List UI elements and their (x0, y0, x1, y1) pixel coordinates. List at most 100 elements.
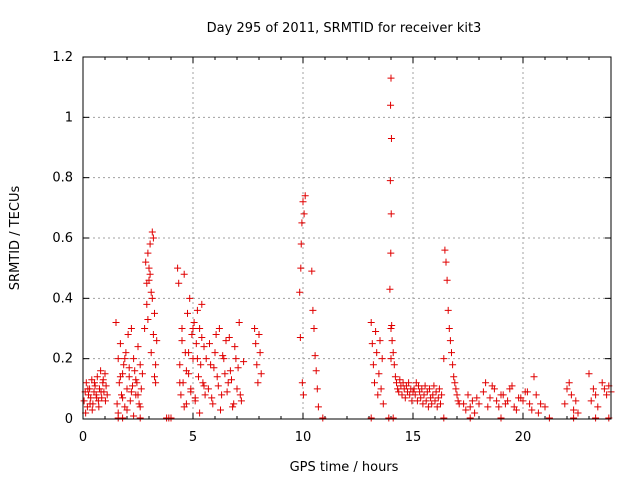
data-point (177, 391, 185, 399)
data-point (585, 370, 593, 378)
data-point (445, 325, 453, 332)
data-point (148, 294, 156, 302)
data-point (144, 249, 152, 257)
data-points (80, 74, 615, 422)
data-point (95, 403, 103, 411)
data-point (534, 409, 542, 417)
data-point (146, 240, 154, 248)
data-point (204, 385, 212, 393)
data-point (453, 391, 461, 399)
data-point (299, 391, 307, 399)
data-point (96, 385, 103, 393)
data-point (589, 385, 597, 393)
data-point (504, 397, 512, 405)
data-point (313, 385, 321, 393)
data-point (232, 355, 240, 363)
data-point (93, 373, 101, 381)
data-point (208, 394, 216, 402)
data-point (484, 403, 492, 411)
data-point (387, 134, 395, 142)
data-point (387, 101, 395, 109)
data-point (190, 318, 198, 326)
data-point (223, 388, 231, 396)
data-point (428, 400, 436, 408)
data-point (102, 382, 110, 390)
data-point (199, 379, 207, 387)
data-point (149, 331, 157, 339)
data-point (197, 361, 205, 369)
data-point (389, 414, 397, 422)
data-point (84, 385, 92, 393)
data-point (386, 285, 394, 293)
data-point (143, 300, 151, 308)
x-axis-label: GPS time / hours (290, 460, 399, 475)
data-point (420, 391, 428, 399)
data-point (182, 367, 190, 375)
data-point (134, 391, 142, 399)
data-point (594, 403, 602, 411)
data-point (462, 406, 470, 414)
data-point (206, 340, 213, 348)
data-point (149, 234, 157, 242)
data-point (200, 382, 208, 390)
data-point (174, 264, 182, 272)
data-point (378, 355, 386, 363)
x-tick-label: 15 (405, 430, 422, 445)
data-point (141, 325, 149, 332)
data-point (97, 367, 105, 375)
data-point (236, 391, 244, 399)
data-point (570, 414, 578, 422)
data-point (178, 325, 186, 332)
data-point (90, 379, 98, 387)
data-point (495, 403, 503, 411)
data-point (396, 376, 404, 384)
data-point (475, 400, 483, 408)
data-point (418, 385, 426, 393)
data-point (438, 391, 446, 399)
data-point (142, 258, 150, 266)
data-point (413, 397, 421, 405)
data-point (103, 391, 111, 399)
data-point (193, 306, 201, 314)
data-point (125, 373, 133, 381)
data-point (298, 219, 306, 227)
data-point (512, 406, 520, 414)
data-point (122, 349, 130, 357)
data-point (424, 403, 432, 411)
x-tick-label: 0 (79, 430, 87, 445)
data-point (526, 400, 534, 408)
data-point (152, 361, 160, 369)
data-point (565, 379, 573, 387)
data-point (368, 340, 376, 348)
data-point (466, 403, 474, 411)
data-point (388, 321, 396, 329)
data-point (137, 385, 145, 393)
data-point (237, 397, 245, 405)
data-point (175, 279, 183, 287)
data-point (233, 385, 241, 393)
data-point (80, 397, 88, 405)
data-point (138, 370, 146, 378)
data-point (212, 331, 220, 339)
data-point (136, 361, 144, 369)
data-point (191, 394, 199, 402)
data-point (119, 414, 127, 422)
data-point (234, 364, 242, 372)
data-point (121, 355, 129, 363)
data-point (422, 397, 430, 405)
data-point (443, 276, 451, 284)
data-point (180, 270, 188, 278)
data-point (419, 400, 427, 408)
data-point (369, 361, 377, 369)
data-point (224, 379, 232, 387)
data-point (319, 414, 327, 422)
data-point (176, 379, 184, 387)
data-point (430, 382, 438, 390)
data-point (299, 198, 307, 206)
data-point (415, 382, 422, 390)
data-point (187, 388, 195, 396)
data-point (230, 400, 238, 408)
data-point (255, 331, 263, 339)
data-point (217, 406, 224, 414)
data-point (144, 315, 152, 323)
